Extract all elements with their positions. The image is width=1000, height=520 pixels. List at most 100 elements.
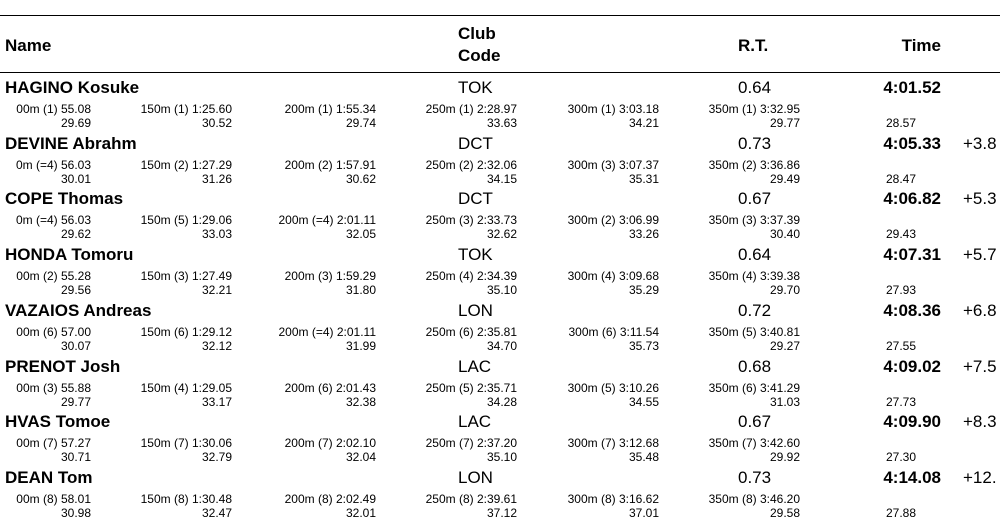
split-time: 300m (4) 3:09.68 [567,269,659,284]
split-time: 250m (1) 2:28.97 [425,102,517,116]
split-time: 00m (3) 55.88 [16,380,91,395]
split-time: 200m (3) 1:59.29 [284,269,376,284]
split-lap: 29.27 [769,338,800,353]
final-time: 4:06.82 [883,189,941,209]
split-lap: 29.62 [60,227,91,242]
split-time: 150m (5) 1:29.06 [140,213,232,228]
split-lap: 32.21 [201,283,232,298]
split-time: 350m (1) 3:32.95 [708,102,800,116]
split-lap: 29.49 [769,171,800,186]
split-lap: 32.47 [201,505,232,520]
split-time: 250m (2) 2:32.06 [425,157,517,172]
split-lap: 30.62 [345,171,376,186]
split-lap: 29.70 [769,283,800,298]
split-lap: 35.10 [486,450,517,465]
time-behind: +12. [963,467,997,487]
split-time: 200m (2) 1:57.91 [284,157,376,172]
reaction-time: 0.64 [738,245,772,265]
split-lap: 33.17 [201,394,232,409]
swimmer-name: PRENOT Josh [5,356,121,376]
final-time: 4:07.31 [883,245,941,265]
reaction-time: 0.72 [738,300,772,320]
swimmer-name: HAGINO Kosuke [5,78,140,97]
split-lap: 30.01 [60,171,91,186]
split-time: 150m (3) 1:27.49 [140,269,232,284]
split-lap: 31.26 [201,171,232,186]
split-lap: 29.69 [60,116,91,130]
split-time: 00m (8) 58.01 [16,491,91,506]
split-time: 300m (7) 3:12.68 [567,436,659,451]
split-lap: 30.40 [769,227,800,242]
split-time: 300m (2) 3:06.99 [567,213,659,228]
split-lap: 32.79 [201,450,232,465]
split-lap: 35.73 [628,338,659,353]
final-time: 4:09.90 [883,412,941,432]
split-lap: 29.77 [769,116,800,130]
split-time: 350m (8) 3:46.20 [708,491,800,506]
split-time: 200m (7) 2:02.10 [284,436,376,451]
split-time: 350m (3) 3:37.39 [708,213,800,228]
swimmer-name: DEVINE Abrahm [5,133,137,153]
swimmer-name: COPE Thomas [5,189,124,209]
split-lap: 30.52 [201,116,232,130]
split-time: 200m (=4) 2:01.11 [278,213,376,228]
split-lap: 29.74 [345,116,376,130]
club-code: TOK [458,245,493,265]
split-lap: 32.38 [345,394,376,409]
split-time: 0m (=4) 56.03 [15,157,91,172]
club-code: LON [458,300,493,320]
final-lap: 28.47 [885,171,916,186]
split-time: 00m (1) 55.08 [16,102,91,116]
club-code: LAC [458,412,492,432]
split-time: 200m (=4) 2:01.11 [278,324,376,339]
split-lap: 29.58 [769,505,800,520]
final-lap: 27.30 [885,450,916,465]
header-time: Time [901,36,941,55]
split-lap: 32.01 [345,505,376,520]
reaction-time: 0.68 [738,356,772,376]
club-code: TOK [458,78,493,97]
split-lap: 37.01 [628,505,659,520]
club-code: LAC [458,356,492,376]
split-time: 150m (2) 1:27.29 [140,157,232,172]
split-lap: 32.62 [486,227,517,242]
split-lap: 31.03 [769,394,800,409]
split-lap: 30.98 [60,505,91,520]
final-time: 4:05.33 [883,133,941,153]
time-behind: +6.8 [963,300,997,320]
split-lap: 32.12 [201,338,232,353]
split-time: 250m (8) 2:39.61 [425,491,517,506]
split-lap: 31.99 [345,338,376,353]
final-lap: 27.88 [885,505,916,520]
split-lap: 33.03 [201,227,232,242]
header-rule [0,72,1000,73]
split-lap: 34.70 [486,338,517,353]
header-rt: R.T. [738,36,769,55]
swimmer-name: DEAN Tom [5,467,93,487]
split-time: 250m (7) 2:37.20 [425,436,517,451]
reaction-time: 0.64 [738,78,772,97]
split-time: 200m (8) 2:02.49 [284,491,376,506]
split-lap: 34.28 [486,394,517,409]
split-lap: 34.55 [628,394,659,409]
split-time: 350m (2) 3:36.86 [708,157,800,172]
split-lap: 35.10 [486,283,517,298]
header-club: Code [458,46,501,65]
reaction-time: 0.73 [738,133,772,153]
final-time: 4:09.02 [883,356,941,376]
split-lap: 35.29 [628,283,659,298]
header-club: Club [458,24,496,43]
split-lap: 31.80 [345,283,376,298]
final-time: 4:01.52 [883,78,941,97]
time-behind: +5.3 [963,189,997,209]
final-lap: 27.73 [885,394,916,409]
split-time: 150m (7) 1:30.06 [140,436,232,451]
split-time: 250m (5) 2:35.71 [425,380,517,395]
split-time: 150m (1) 1:25.60 [140,102,232,116]
split-lap: 35.48 [628,450,659,465]
header-name: Name [5,36,52,55]
final-lap: 27.93 [885,283,916,298]
split-time: 200m (6) 2:01.43 [284,380,376,395]
split-lap: 30.71 [60,450,91,465]
